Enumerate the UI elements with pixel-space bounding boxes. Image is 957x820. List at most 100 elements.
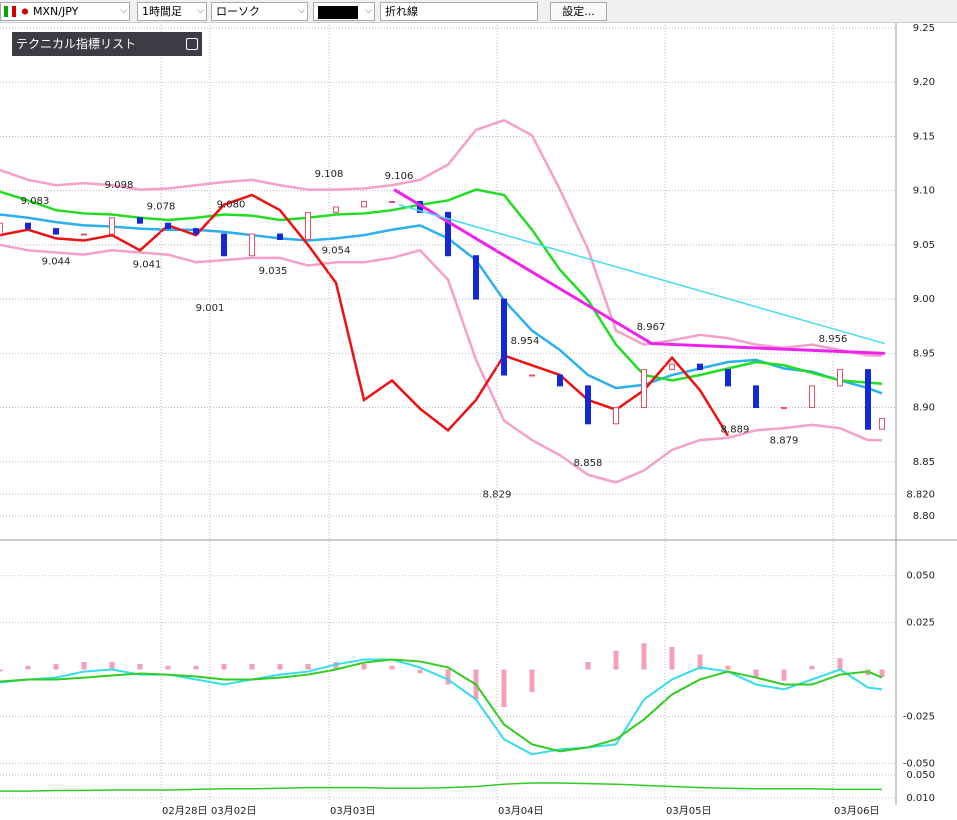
histogram-bar — [109, 662, 115, 670]
candle — [193, 228, 199, 235]
pair-select[interactable]: MXN/JPY ⌵ — [0, 2, 130, 21]
histogram-bar — [613, 650, 619, 670]
histogram-bar — [193, 665, 199, 670]
line — [0, 243, 882, 484]
histogram-bar — [641, 643, 647, 670]
low-label: 9.054 — [322, 246, 351, 257]
x-tick-label: 02月28日 — [162, 805, 207, 817]
histogram-bar — [53, 663, 59, 670]
histogram-bar — [809, 665, 815, 670]
y-tick-label: 0.025 — [906, 618, 935, 629]
histogram-bar — [725, 665, 731, 670]
y-tick-label: 9.20 — [913, 77, 935, 88]
line — [398, 204, 886, 345]
candle — [501, 298, 507, 376]
candle — [81, 233, 87, 236]
toolbar: MXN/JPY ⌵ 1時間足 ⌵ ローソク ⌵ ⌵ 折れ線 設定... — [0, 0, 957, 23]
candle — [641, 369, 647, 409]
line — [0, 658, 883, 753]
histogram-bar — [0, 669, 3, 672]
x-tick-label: 03月02日 — [211, 805, 256, 817]
settings-button[interactable]: 設定... — [550, 2, 607, 21]
x-tick-label: 03月06日 — [834, 805, 879, 817]
style-select[interactable]: ローソク ⌵ — [211, 2, 308, 21]
histogram-bar — [221, 663, 227, 670]
color-select[interactable]: ⌵ — [313, 2, 375, 21]
y-tick-label: 0.050 — [906, 571, 935, 582]
histogram-bar — [837, 658, 843, 670]
high-label: 9.080 — [217, 199, 246, 210]
y-tick-label: 8.95 — [913, 348, 935, 359]
y-tick-label: 9.25 — [913, 23, 935, 34]
candle — [445, 211, 451, 257]
y-tick-label: 8.90 — [913, 403, 935, 414]
candle — [529, 374, 535, 377]
histogram-bar — [333, 662, 339, 670]
y-tick-label: 0.010 — [906, 793, 935, 804]
color-swatch — [318, 5, 358, 19]
histogram-bar — [585, 662, 591, 670]
low-label: 8.829 — [483, 490, 512, 501]
toggle-icon[interactable] — [186, 38, 198, 50]
low-label: 8.889 — [721, 424, 750, 435]
high-label: 9.106 — [385, 171, 414, 182]
candle — [697, 363, 703, 371]
y-tick-label: 0.050 — [906, 770, 935, 781]
x-tick-label: 03月05日 — [666, 805, 711, 817]
candle — [669, 363, 675, 371]
candle — [389, 201, 395, 204]
histogram-bar — [669, 646, 675, 670]
line-type[interactable]: 折れ線 — [380, 2, 538, 21]
histogram-bar — [879, 669, 885, 678]
high-label: 9.083 — [21, 196, 50, 207]
high-label: 9.098 — [105, 180, 134, 191]
line — [0, 188, 883, 385]
low-label: 9.035 — [259, 266, 288, 277]
candle — [585, 385, 591, 425]
candle — [753, 385, 759, 409]
candle — [879, 417, 885, 430]
histogram-bar — [697, 654, 703, 670]
histogram-bar — [389, 665, 395, 670]
candle — [557, 374, 563, 387]
histogram-bar — [25, 665, 31, 670]
candle — [613, 407, 619, 425]
y-tick-label: 9.15 — [913, 131, 935, 142]
candle — [781, 407, 787, 410]
line — [393, 188, 885, 355]
high-label: 9.108 — [315, 169, 344, 180]
histogram-bar — [137, 663, 143, 670]
low-label: 9.001 — [196, 303, 225, 314]
histogram-bar — [445, 669, 451, 685]
timeframe-select[interactable]: 1時間足 ⌵ — [137, 2, 207, 21]
high-label: 8.956 — [819, 334, 848, 345]
histogram-bar — [81, 662, 87, 670]
y-tick-label: 8.85 — [913, 457, 935, 468]
candle — [0, 222, 3, 235]
candle — [53, 228, 59, 235]
candle — [361, 201, 367, 208]
high-label: 8.954 — [511, 336, 540, 347]
settings-text: 設定... — [562, 5, 595, 18]
histogram-bar — [305, 663, 311, 670]
candle — [277, 233, 283, 240]
candle — [473, 255, 479, 300]
histogram-bar — [277, 663, 283, 670]
candle — [137, 217, 143, 224]
y-tick-label: -0.025 — [903, 711, 935, 722]
y-tick-label: 8.820 — [906, 489, 935, 500]
candle — [865, 369, 871, 430]
x-tick-label: 03月04日 — [498, 805, 543, 817]
histogram-bar — [417, 669, 423, 674]
y-tick-label: 8.80 — [913, 511, 935, 522]
low-label: 9.044 — [42, 256, 71, 267]
chart-style: ローソク — [216, 5, 260, 18]
candle — [837, 369, 843, 387]
high-label: 9.078 — [147, 202, 176, 213]
indicator-list[interactable]: テクニカル指標リスト — [12, 32, 202, 56]
candle — [305, 211, 311, 240]
flag — [4, 6, 16, 17]
high-label: 8.967 — [637, 322, 666, 333]
candle — [333, 206, 339, 213]
